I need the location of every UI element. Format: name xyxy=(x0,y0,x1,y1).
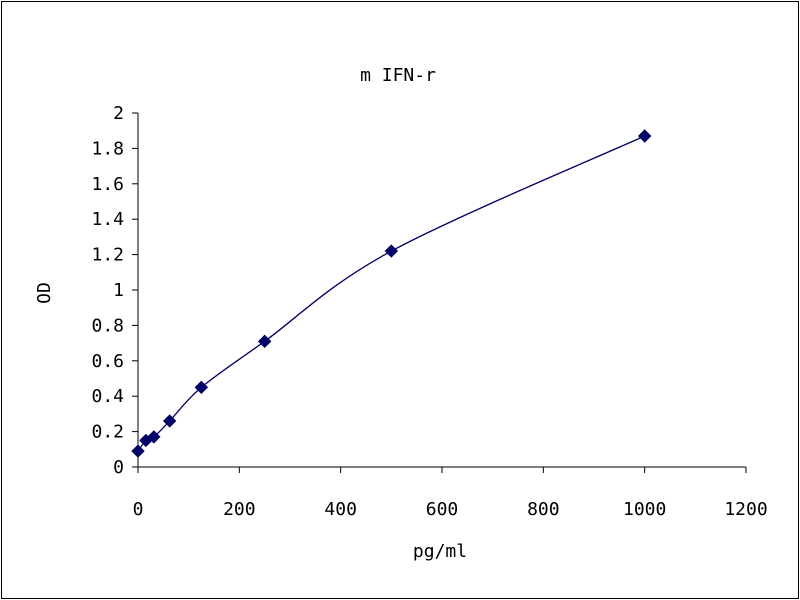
x-tick-label: 400 xyxy=(324,499,357,520)
y-tick-label: 2 xyxy=(113,103,124,124)
data-point-diamond xyxy=(384,244,399,258)
data-point-diamond xyxy=(162,414,177,428)
x-tick-label: 800 xyxy=(527,499,560,520)
data-point-diamond xyxy=(147,430,161,444)
series-line xyxy=(137,135,645,452)
y-tick-label: 0 xyxy=(113,457,124,478)
y-tick-label: 1.4 xyxy=(91,209,124,230)
series-curve xyxy=(137,135,645,452)
y-tick-label: 1.2 xyxy=(91,245,124,266)
axes xyxy=(137,113,746,468)
x-tick-label: 0 xyxy=(133,499,144,520)
y-tick-label: 1.8 xyxy=(91,138,124,159)
x-tick-label: 600 xyxy=(426,499,459,520)
x-tick-label: 1000 xyxy=(623,499,666,520)
y-tick-label: 0.2 xyxy=(91,422,124,443)
y-tick-label: 0.6 xyxy=(91,351,124,372)
y-axis-title: OD xyxy=(34,282,55,304)
y-tick-label: 0.4 xyxy=(91,386,124,407)
chart-title: m IFN-r xyxy=(360,65,436,86)
y-tick-label: 0.8 xyxy=(91,315,124,336)
data-point-diamond xyxy=(637,129,652,143)
data-point-diamond xyxy=(131,444,145,458)
y-tick-label: 1 xyxy=(113,280,124,301)
data-point-diamond xyxy=(194,380,209,395)
x-tick-label: 1200 xyxy=(724,499,767,520)
series-points xyxy=(131,129,652,458)
y-axis-ticks: 0 0.2 0.4 0.6 0.8 1 1.2 1.4 1.6 1.8 2 xyxy=(91,103,138,478)
x-axis-ticks: 0 200 400 600 800 1000 1200 xyxy=(133,467,768,520)
y-tick-label: 1.6 xyxy=(91,174,124,195)
x-axis-title: pg/ml xyxy=(413,541,467,562)
x-tick-label: 200 xyxy=(223,499,256,520)
data-point-diamond xyxy=(257,334,272,349)
